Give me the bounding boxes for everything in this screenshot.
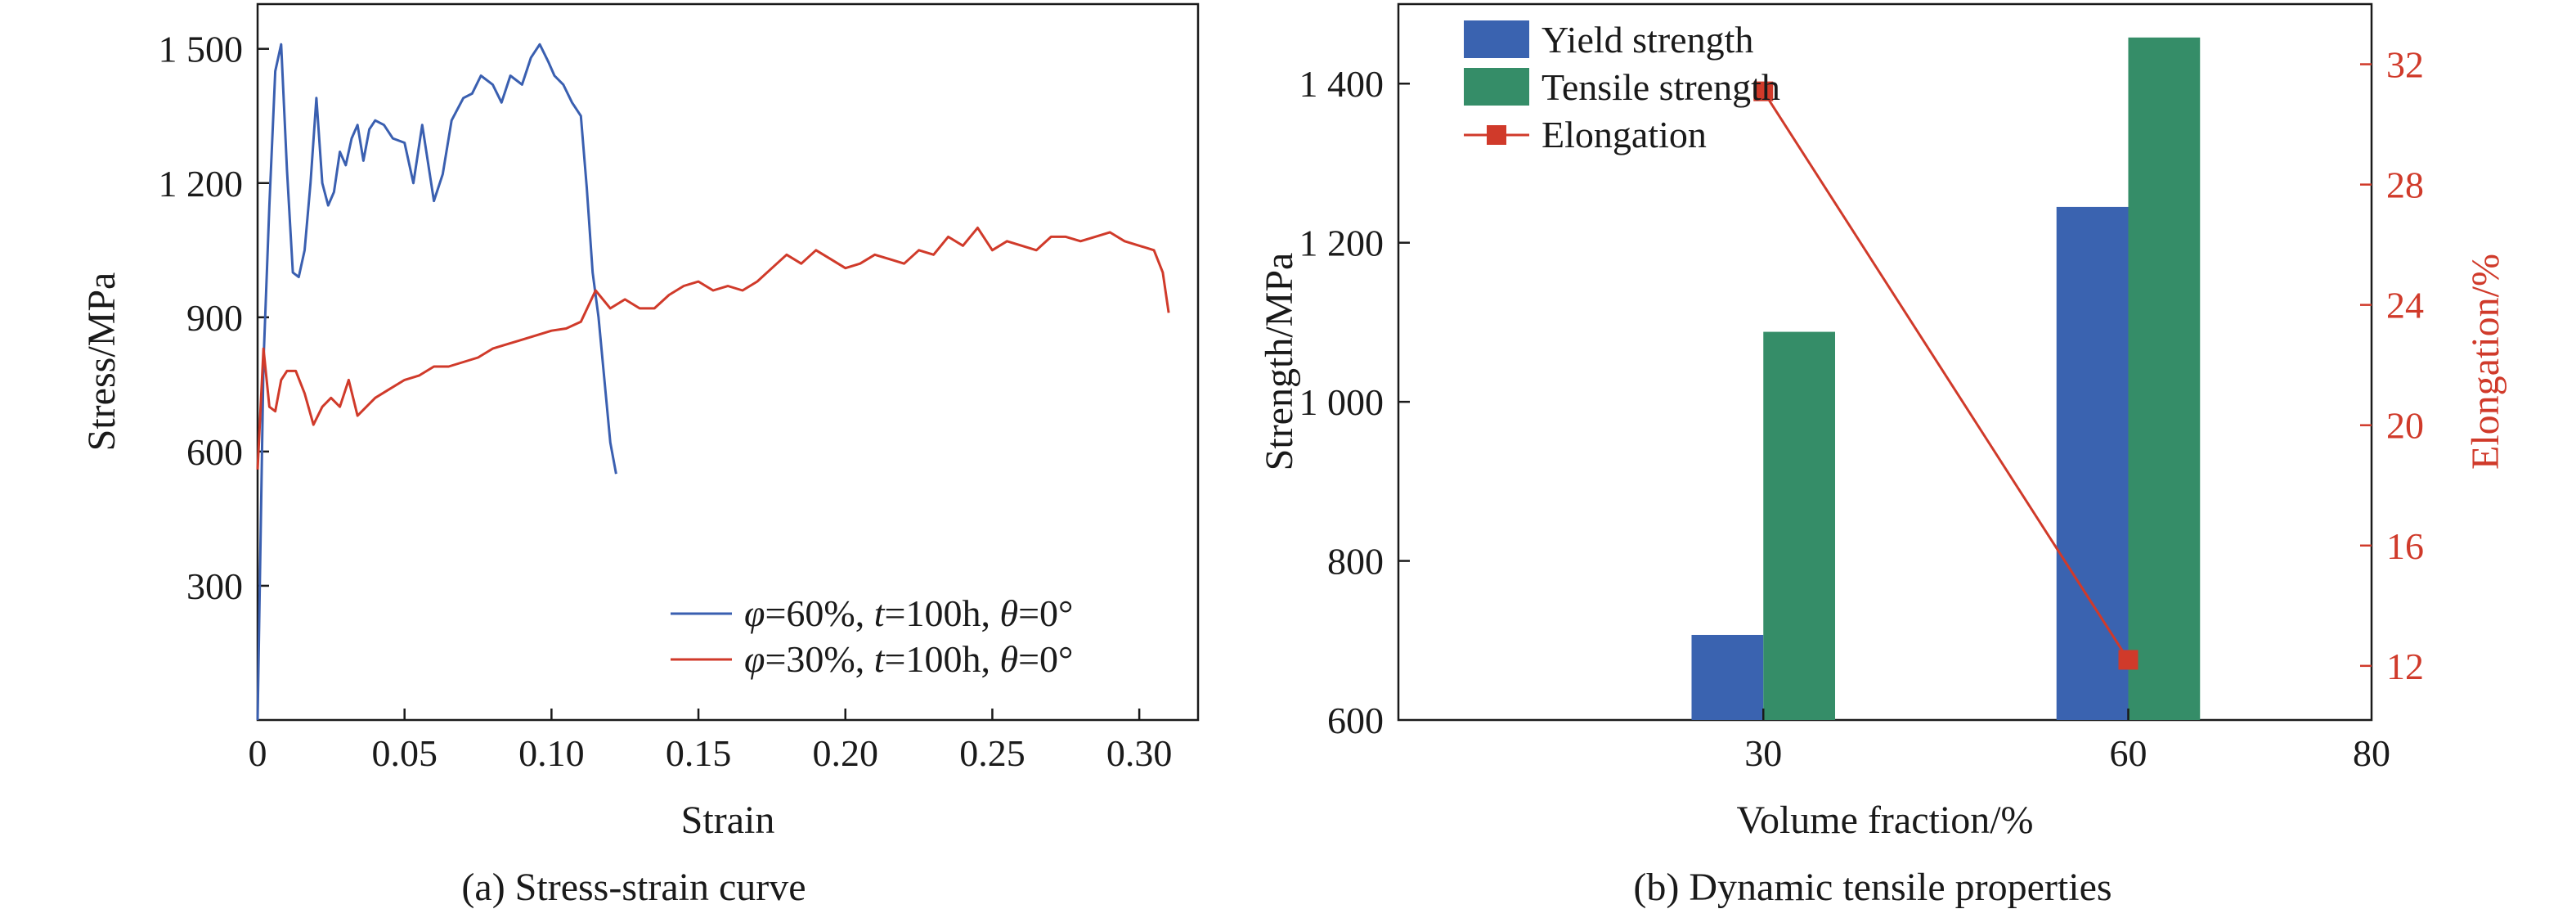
chart-b-y-tick-label: 1 400	[1299, 63, 1384, 105]
chart-b-y2-tick-label: 28	[2386, 164, 2424, 206]
elongation-marker	[2118, 650, 2138, 670]
chart-b-x-ticks: 30 60 80	[1744, 709, 2390, 774]
chart-a-x-tick-label: 0.05	[371, 732, 438, 774]
chart-b-x-tick-label: 80	[2353, 732, 2390, 774]
chart-a-series-line-2	[256, 226, 1170, 470]
chart-a-y-tick-label: 600	[186, 431, 243, 473]
chart-b-y-tick-label: 600	[1327, 700, 1384, 741]
chart-a-y-ticks: 300 600 900 1 200 1 500	[159, 29, 269, 607]
legend-a-entry-2: φ=30%, t=100h, θ=0°	[744, 638, 1073, 680]
chart-b-y2-tick-label: 24	[2386, 285, 2424, 326]
chart-a-x-tick-label: 0.20	[813, 732, 879, 774]
bar-yield-strength	[2056, 206, 2129, 720]
chart-b-x-tick-label: 30	[1744, 732, 1782, 774]
chart-a-x-ticks: 0 0.05 0.10 0.15 0.20 0.25 0.30	[249, 709, 1173, 774]
legend-a-entry-1: φ=60%, t=100h, θ=0°	[744, 592, 1073, 634]
chart-a-series	[256, 43, 1170, 721]
chart-a-legend: φ=60%, t=100h, θ=0° φ=30%, t=100h, θ=0°	[671, 592, 1073, 680]
chart-a-x-axis-label: Strain	[681, 799, 775, 842]
legend-b-label-yield: Yield strength	[1542, 19, 1753, 61]
chart-b-y-tick-label: 1 200	[1299, 223, 1384, 264]
chart-b-caption: (b) Dynamic tensile properties	[1633, 866, 2112, 909]
chart-a-x-tick-label: 0.30	[1106, 732, 1173, 774]
chart-a-y-tick-label: 900	[186, 297, 243, 339]
chart-b-y2-axis-label: Elongation/%	[2464, 254, 2507, 470]
chart-a: 0 0.05 0.10 0.15 0.20 0.25 0.30 300 600 900 1 200…	[80, 2, 1200, 909]
chart-b: 30 60 80 600 800 1 000 1 200 1 400 12 16 20 24 28 3…	[1258, 2, 2507, 909]
legend-b-swatch-tensile	[1464, 68, 1529, 106]
bar-yield-strength	[1691, 634, 1764, 720]
chart-a-y-axis-label: Stress/MPa	[80, 272, 123, 452]
chart-b-y2-tick-label: 16	[2386, 525, 2424, 567]
legend-b-swatch-elongation-marker	[1487, 125, 1506, 145]
chart-b-y-axis-label: Strength/MPa	[1258, 253, 1301, 471]
chart-a-x-tick-label: 0	[249, 732, 267, 774]
chart-a-series-line-1	[256, 43, 617, 721]
chart-b-x-tick-label: 60	[2110, 732, 2147, 774]
legend-b-label-tensile: Tensile strength	[1542, 66, 1780, 108]
chart-a-caption: (a) Stress-strain curve	[461, 866, 806, 909]
chart-b-x-axis-label: Volume fraction/%	[1736, 799, 2033, 842]
chart-a-y-tick-label: 1 200	[159, 163, 244, 205]
chart-b-elongation-series	[1753, 81, 2138, 670]
chart-b-y2-tick-label: 12	[2386, 646, 2424, 687]
elongation-marker	[1753, 81, 1774, 101]
elongation-line	[1762, 90, 2129, 661]
chart-b-plot-frame	[1397, 2, 2373, 722]
chart-a-x-tick-label: 0.15	[666, 732, 732, 774]
chart-a-y-tick-label: 1 500	[159, 29, 244, 70]
chart-a-x-tick-label: 0.25	[959, 732, 1025, 774]
chart-a-plot-frame	[256, 2, 1200, 722]
chart-a-x-tick-label: 0.10	[518, 732, 585, 774]
chart-b-y-ticks: 600 800 1 000 1 200 1 400	[1299, 63, 1410, 741]
chart-a-y-tick-label: 300	[186, 565, 243, 607]
chart-b-y-tick-label: 800	[1327, 541, 1384, 583]
chart-b-y-tick-label: 1 000	[1299, 381, 1384, 423]
bar-tensile-strength	[2128, 37, 2201, 721]
chart-b-bars	[1691, 37, 2201, 721]
legend-b-swatch-yield	[1464, 20, 1529, 58]
chart-b-y2-tick-label: 20	[2386, 405, 2424, 447]
chart-b-y2-tick-label: 32	[2386, 44, 2424, 86]
legend-b-label-elongation: Elongation	[1542, 114, 1707, 155]
chart-b-legend: Yield strength Tensile strength Elongati…	[1464, 19, 1780, 155]
bar-tensile-strength	[1763, 331, 1836, 720]
chart-b-y2-ticks: 12 16 20 24 28 32	[2360, 44, 2424, 687]
